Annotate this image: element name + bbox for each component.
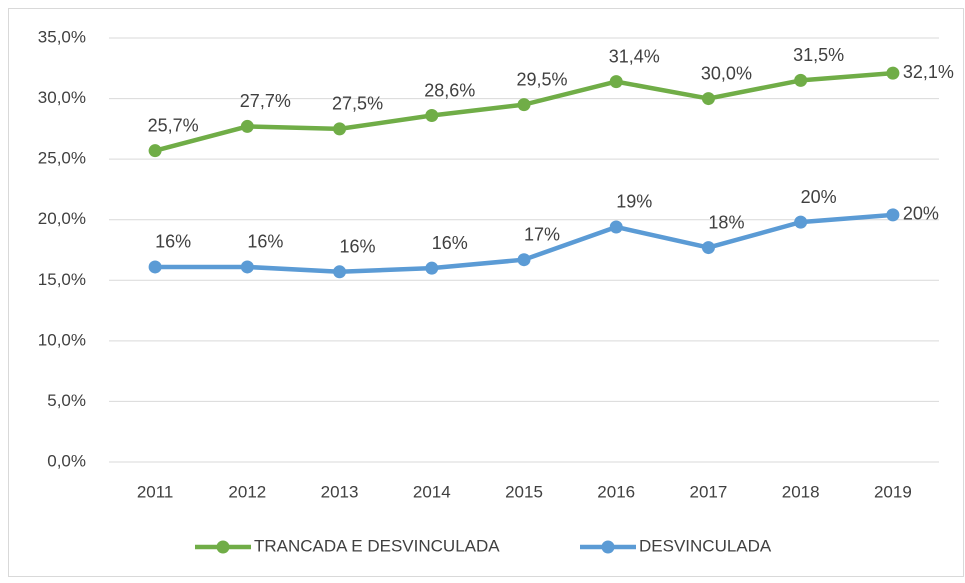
marker — [701, 241, 715, 255]
data-label: 16% — [155, 232, 191, 252]
marker — [148, 144, 162, 158]
data-label: 27,5% — [332, 94, 383, 114]
legend-label: DESVINCULADA — [639, 536, 772, 555]
y-tick-label: 20,0% — [38, 209, 86, 228]
data-label: 31,5% — [793, 45, 844, 65]
data-label: 30,0% — [701, 63, 752, 83]
marker — [794, 215, 808, 229]
marker — [886, 208, 900, 222]
x-tick-label: 2018 — [782, 482, 820, 501]
marker — [794, 73, 808, 87]
y-tick-label: 5,0% — [47, 391, 86, 410]
data-label: 16% — [432, 233, 468, 253]
marker — [333, 265, 347, 279]
marker — [609, 75, 623, 89]
x-tick-label: 2014 — [413, 482, 451, 501]
y-tick-label: 0,0% — [47, 451, 86, 470]
data-label: 20% — [801, 187, 837, 207]
marker — [609, 220, 623, 234]
marker — [886, 66, 900, 80]
x-tick-label: 2016 — [597, 482, 635, 501]
marker — [517, 98, 531, 112]
y-tick-label: 10,0% — [38, 330, 86, 349]
marker — [517, 253, 531, 267]
legend-marker — [216, 540, 230, 554]
data-label: 16% — [340, 237, 376, 257]
data-label: 31,4% — [609, 46, 660, 66]
data-label: 17% — [524, 224, 560, 244]
y-tick-label: 15,0% — [38, 270, 86, 289]
marker — [701, 92, 715, 106]
x-tick-label: 2011 — [137, 482, 174, 501]
marker — [240, 260, 254, 274]
data-label: 25,7% — [148, 115, 199, 135]
data-label: 18% — [708, 212, 744, 232]
x-tick-label: 2015 — [505, 482, 543, 501]
x-tick-label: 2013 — [321, 482, 359, 501]
marker — [425, 261, 439, 275]
data-label: 29,5% — [516, 69, 567, 89]
legend-marker — [601, 540, 615, 554]
y-tick-label: 25,0% — [38, 149, 86, 168]
marker — [333, 122, 347, 136]
marker — [240, 119, 254, 133]
data-label: 19% — [616, 192, 652, 212]
x-tick-label: 2012 — [228, 482, 266, 501]
y-tick-label: 35,0% — [38, 27, 86, 46]
y-tick-label: 30,0% — [38, 88, 86, 107]
legend-label: TRANCADA E DESVINCULADA — [254, 536, 500, 555]
data-label: 27,7% — [240, 91, 291, 111]
x-tick-label: 2019 — [874, 482, 912, 501]
data-label: 16% — [247, 232, 283, 252]
data-label: 28,6% — [424, 80, 475, 100]
data-label: 32,1% — [903, 62, 954, 82]
x-tick-label: 2017 — [690, 482, 728, 501]
chart-border — [8, 8, 964, 577]
marker — [148, 260, 162, 274]
marker — [425, 109, 439, 123]
data-label: 20% — [903, 204, 939, 224]
